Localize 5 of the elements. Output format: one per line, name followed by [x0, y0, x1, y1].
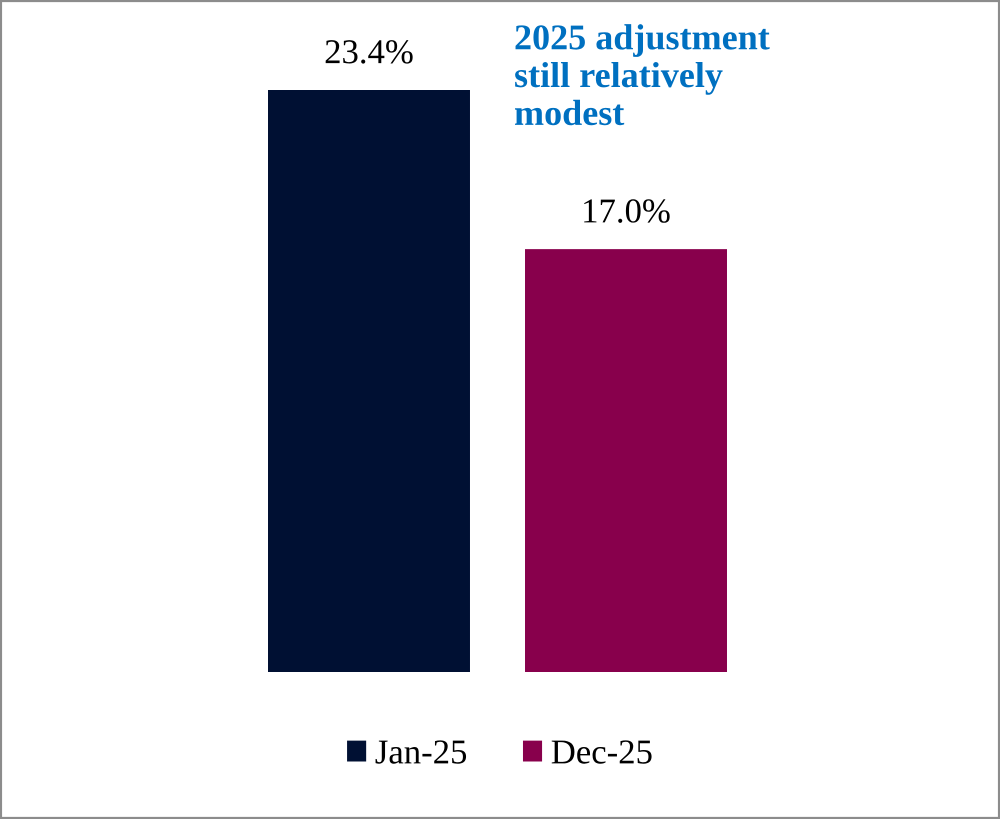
legend-label: Dec-25	[552, 740, 652, 764]
data-label: 17.0%	[584, 199, 670, 223]
data-label: 23.4%	[326, 40, 413, 64]
legend-label: Jan-25	[376, 740, 466, 764]
annotation: 2025 adjustment still relatively modest	[514, 24, 770, 126]
